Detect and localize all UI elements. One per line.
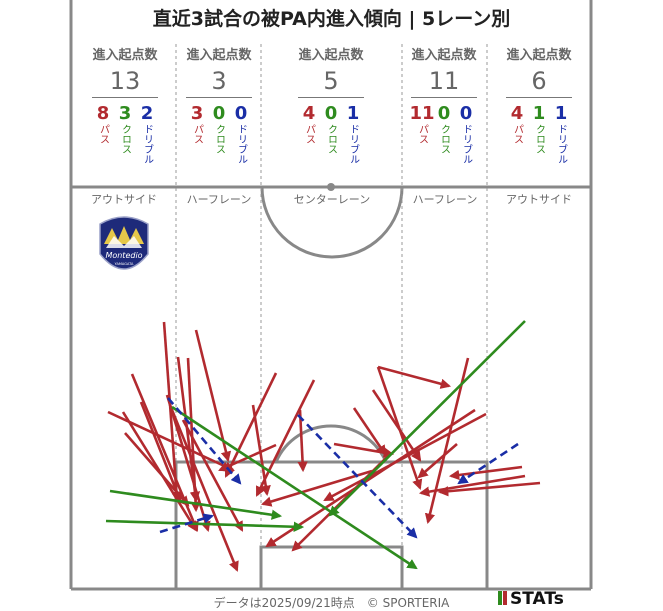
stats-mark-icon — [498, 591, 502, 605]
lane-stat-label: 進入起点数 — [411, 48, 477, 63]
lane-stat-label: 進入起点数 — [92, 48, 158, 63]
dribble-count: 0 — [459, 103, 473, 124]
cross-label: クロス — [213, 124, 225, 154]
pass-label: パス — [303, 124, 315, 144]
pass-label: パス — [511, 124, 523, 144]
cross-arrow — [105, 519, 305, 532]
zone-name: ハーフレーン — [412, 193, 478, 206]
cross-count: 0 — [212, 103, 226, 124]
pass-arrow — [417, 443, 458, 479]
lane-total: 3 — [211, 67, 227, 95]
cross-label: クロス — [533, 124, 545, 154]
zone-name: アウトサイド — [91, 193, 157, 206]
pass-arrow — [352, 407, 387, 456]
dribble-label: ドリブル — [347, 124, 359, 164]
dribble-arrow — [159, 513, 214, 534]
pass-count: 8 — [96, 103, 110, 124]
pass-arrow — [261, 469, 373, 507]
cross-count: 0 — [324, 103, 338, 124]
lane-stat-label: 進入起点数 — [298, 48, 364, 63]
lane-stat-2: 進入起点数 5 4 パス 0 クロス 1 ドリブル — [280, 44, 382, 174]
pass-count: 3 — [190, 103, 204, 124]
club-logo-sub: YAMAGATA — [115, 262, 134, 266]
goal-area — [259, 545, 404, 591]
pass-arrow — [162, 321, 182, 503]
pass-label: パス — [416, 124, 428, 144]
lane-stat-4: 進入起点数 6 4 パス 1 クロス 1 ドリブル — [494, 44, 584, 174]
lane-total: 13 — [109, 67, 141, 95]
dribble-count: 1 — [346, 103, 360, 124]
lane-stat-0: 進入起点数 13 8 パス 3 クロス 2 ドリブル — [80, 44, 170, 174]
club-logo-text: Montedio — [105, 251, 142, 260]
stats-mark-icon — [503, 591, 507, 605]
lane-dividers — [175, 44, 488, 547]
zone-name: アウトサイド — [506, 193, 572, 206]
zone-name: センターレーン — [293, 193, 371, 206]
pass-arrow — [377, 365, 452, 389]
club-logo: Montedio YAMAGATA — [99, 216, 149, 270]
dribble-label: ドリブル — [460, 124, 472, 164]
center-spot — [327, 183, 335, 191]
cross-count: 0 — [437, 103, 451, 124]
cross-label: クロス — [325, 124, 337, 154]
dribble-label: ドリブル — [235, 124, 247, 164]
dribble-arrow — [297, 414, 418, 539]
cross-count: 1 — [532, 103, 546, 124]
entry-arrows — [105, 320, 541, 572]
center-circle — [260, 186, 404, 259]
dribble-count: 0 — [234, 103, 248, 124]
cross-arrow — [109, 489, 283, 520]
pass-arrow — [194, 329, 232, 463]
dribble-label: ドリブル — [555, 124, 567, 164]
chart-title: 直近3試合の被PA内進入傾向 | 5レーン別 — [152, 8, 511, 30]
pass-label: パス — [97, 124, 109, 144]
lane-total: 6 — [531, 67, 547, 95]
pass-label: パス — [191, 124, 203, 144]
pass-count: 11 — [409, 103, 435, 124]
pass-arrow — [437, 481, 541, 497]
cross-label: クロス — [438, 124, 450, 154]
zone-name: ハーフレーン — [186, 193, 252, 206]
lane-stat-1: 進入起点数 3 3 パス 0 クロス 0 ドリブル — [178, 44, 260, 174]
stats-logo-text: STATs — [510, 589, 564, 609]
dribble-label: ドリブル — [141, 124, 153, 164]
pass-arrow — [181, 419, 244, 532]
pass-arrow — [371, 389, 422, 462]
pass-arrow — [323, 412, 487, 502]
pass-arrow — [297, 409, 308, 473]
lane-total: 5 — [323, 67, 339, 95]
dribble-arrow — [457, 442, 519, 485]
lane-total: 11 — [428, 67, 460, 95]
pass-arrow — [251, 404, 271, 497]
cross-label: クロス — [119, 124, 131, 154]
cross-arrow — [171, 405, 418, 570]
pass-arrow — [333, 442, 395, 458]
penalty-arc — [274, 424, 388, 463]
stats-logo: STATs — [498, 589, 564, 609]
dribble-count: 2 — [140, 103, 154, 124]
pass-arrow — [255, 379, 316, 497]
lane-stat-3: 進入起点数 11 11 パス 0 クロス 0 ドリブル — [403, 44, 485, 174]
pass-count: 4 — [302, 103, 316, 124]
pass-arrow — [168, 404, 239, 572]
lane-stat-label: 進入起点数 — [506, 48, 572, 63]
pass-arrow — [139, 401, 182, 502]
lane-stat-label: 進入起点数 — [186, 48, 252, 63]
dribble-arrow — [167, 397, 242, 485]
cross-count: 3 — [118, 103, 132, 124]
footer-note: データは2025/09/21時点 © SPORTERIA — [213, 596, 450, 610]
dribble-count: 1 — [554, 103, 568, 124]
pass-arrow — [224, 372, 278, 478]
pass-count: 4 — [510, 103, 524, 124]
